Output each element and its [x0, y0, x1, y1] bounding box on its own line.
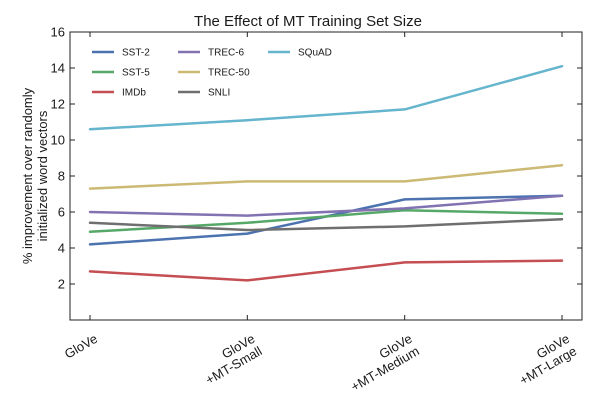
- y-tick-label: 16: [51, 25, 65, 40]
- series-line-imdb: [88, 259, 564, 282]
- legend-label-sst-2: SST-2: [122, 48, 150, 59]
- legend-label-imdb: IMDb: [122, 88, 146, 99]
- y-tick-label: 12: [51, 97, 65, 112]
- y-tick-label: 4: [58, 241, 65, 256]
- y-axis: 2 4 6 8 10 12 14 16: [51, 25, 582, 292]
- y-tick-label: 8: [58, 169, 65, 184]
- y-tick-label: 2: [58, 277, 65, 292]
- series-line-snli: [88, 217, 564, 232]
- y-tick-label: 14: [51, 61, 65, 76]
- legend-label-squad: SQuAD: [298, 48, 332, 59]
- series-line-trec-50: [88, 163, 564, 190]
- x-tick-label: GloVe+MT-Large: [510, 331, 579, 388]
- y-axis-label: % improvement over randomly initialized …: [20, 87, 50, 264]
- legend-label-trec-50: TREC-50: [208, 68, 250, 79]
- x-tick-label: GloVe+MT-Small: [196, 331, 265, 388]
- x-tick-label: GloVe+MT-Medium: [341, 331, 422, 394]
- series-line-sst-2: [88, 194, 564, 246]
- series-line-trec-6: [88, 194, 564, 217]
- x-tick-label: GloVe: [62, 331, 100, 362]
- series-line-squad: [88, 64, 564, 131]
- y-axis-label-line-2: initialized word vectors: [35, 110, 50, 241]
- legend-label-trec-6: TREC-6: [208, 48, 245, 59]
- y-tick-label: 10: [51, 133, 65, 148]
- legend: SST-2 SST-5 IMDb TREC-6 TREC-50 SNLI SQuAD: [92, 48, 332, 99]
- x-tick-label-line: GloVe: [62, 331, 100, 362]
- chart-title: The Effect of MT Training Set Size: [194, 13, 422, 30]
- y-tick-label: 6: [58, 205, 65, 220]
- legend-label-snli: SNLI: [208, 88, 230, 99]
- y-axis-label-line-1: % improvement over randomly: [20, 87, 35, 264]
- legend-label-sst-5: SST-5: [122, 68, 150, 79]
- series-lines: [88, 64, 564, 282]
